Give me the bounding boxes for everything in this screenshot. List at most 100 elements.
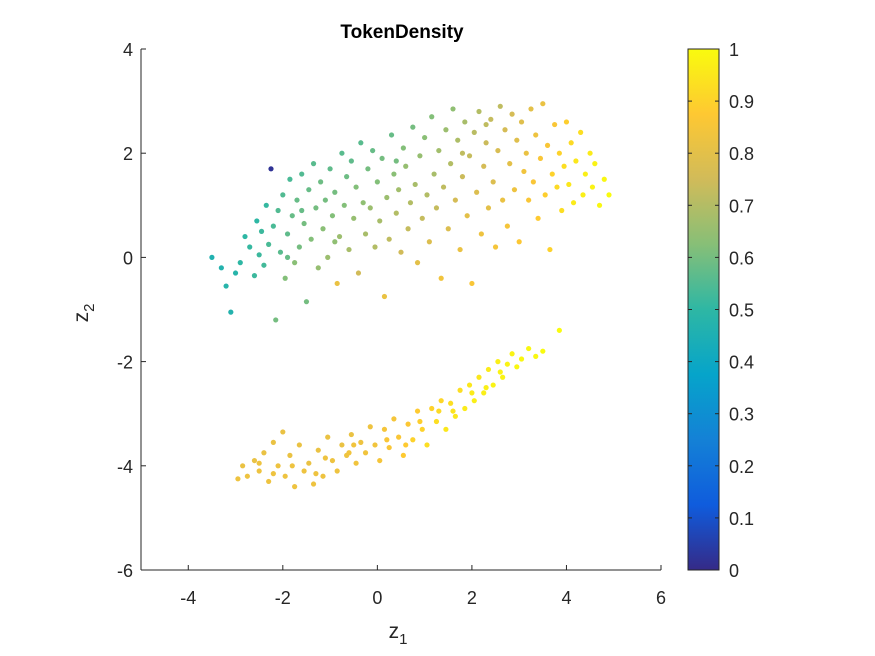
data-point <box>438 398 444 404</box>
data-point <box>398 249 404 255</box>
data-point <box>268 166 274 172</box>
data-point <box>490 382 496 388</box>
data-point <box>556 327 562 333</box>
data-point <box>417 418 423 425</box>
data-point <box>372 244 378 250</box>
data-point <box>592 161 598 167</box>
data-point <box>457 246 463 253</box>
data-point <box>526 197 532 203</box>
data-point <box>443 426 449 432</box>
data-point <box>443 127 449 133</box>
data-point <box>445 226 451 232</box>
data-point <box>459 150 466 156</box>
data-point <box>450 106 456 112</box>
data-point <box>273 317 279 323</box>
x-tick-label: 0 <box>372 588 382 608</box>
data-point <box>322 197 328 203</box>
data-point <box>568 140 574 146</box>
data-point <box>464 213 470 219</box>
data-point <box>332 189 338 195</box>
chart-title: TokenDensity <box>340 22 464 43</box>
data-point <box>400 452 406 458</box>
data-point <box>542 192 548 198</box>
data-point <box>240 463 246 469</box>
colorbar: 0 0.1 0.2 0.3 0.4 0.5 0.6 0.7 0.8 0.9 1 <box>687 40 754 581</box>
x-tick-label: -4 <box>180 588 196 608</box>
data-point <box>400 145 406 151</box>
data-point <box>518 356 525 362</box>
data-point <box>310 481 317 487</box>
colorbar-tick-label: 0.6 <box>729 248 754 268</box>
data-point <box>244 473 250 479</box>
data-point <box>391 171 397 177</box>
data-point <box>606 192 612 198</box>
x-axis-label-sub: 1 <box>399 631 407 648</box>
data-point <box>485 205 492 211</box>
data-point <box>429 405 435 412</box>
data-point <box>332 239 338 245</box>
data-point <box>488 116 494 122</box>
y-axis-label-sub: 2 <box>81 304 98 312</box>
y-axis-label-base: z <box>70 312 93 323</box>
data-point <box>540 348 546 354</box>
data-point <box>346 246 352 253</box>
data-point <box>296 244 302 250</box>
data-point <box>485 366 492 373</box>
data-point <box>256 252 262 258</box>
data-point <box>483 385 489 391</box>
data-point <box>282 275 288 281</box>
data-point <box>329 213 336 219</box>
colorbar-tick-label: 0.7 <box>729 196 754 216</box>
data-point <box>334 468 340 474</box>
y-tick-label: 4 <box>123 40 133 60</box>
data-point <box>320 473 326 479</box>
data-point <box>507 161 513 167</box>
data-point <box>365 166 371 172</box>
data-point <box>228 309 234 315</box>
data-point <box>358 140 364 146</box>
data-point <box>552 121 558 128</box>
data-point <box>563 119 570 125</box>
data-point <box>261 450 267 456</box>
data-point <box>306 187 312 193</box>
data-point <box>266 478 272 485</box>
data-point <box>495 359 501 365</box>
data-point <box>306 460 312 466</box>
data-point <box>587 150 593 156</box>
data-point <box>277 249 284 255</box>
colorbar-tick-label: 0.2 <box>729 457 754 477</box>
data-point <box>256 468 262 474</box>
data-point <box>478 231 484 237</box>
data-point <box>547 246 553 253</box>
data-point <box>334 280 340 287</box>
data-point <box>235 476 241 482</box>
data-point <box>289 463 295 469</box>
data-point <box>559 207 565 214</box>
colorbar-tick-label: 0 <box>729 561 739 581</box>
data-point <box>450 408 456 414</box>
x-axis-label: z1 <box>389 620 408 648</box>
data-point <box>462 119 468 125</box>
data-point <box>509 111 515 117</box>
data-point <box>526 345 532 352</box>
data-point <box>218 265 224 271</box>
data-point <box>556 150 562 156</box>
data-point <box>284 254 291 260</box>
data-point <box>287 176 293 182</box>
data-point <box>344 174 350 180</box>
data-point <box>355 270 362 276</box>
data-point <box>554 184 560 190</box>
data-point <box>518 119 525 125</box>
data-point <box>561 163 567 169</box>
data-point <box>448 400 454 406</box>
data-point <box>320 226 326 232</box>
data-point <box>429 114 435 120</box>
data-point <box>346 450 352 456</box>
data-point <box>422 134 428 141</box>
data-point <box>310 161 317 167</box>
data-point <box>280 429 286 435</box>
data-point <box>474 189 480 195</box>
data-point <box>381 293 388 300</box>
data-point <box>523 150 529 156</box>
